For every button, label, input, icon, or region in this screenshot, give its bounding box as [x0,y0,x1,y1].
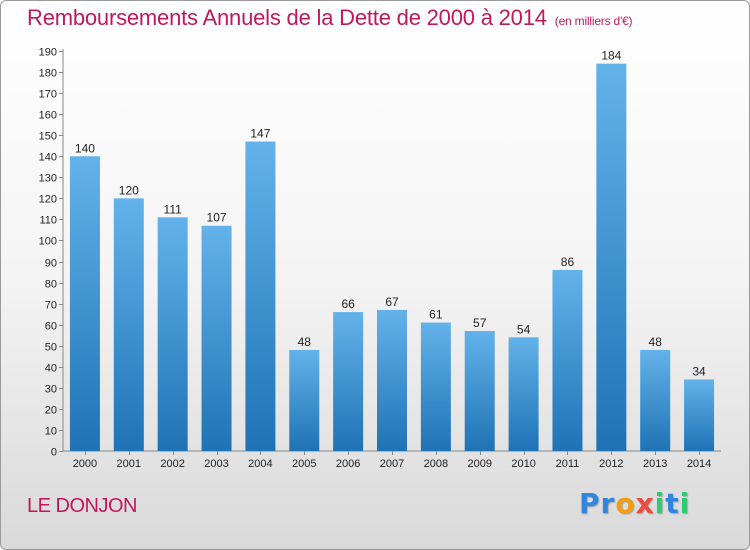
chart-subtitle: (en milliers d'€) [554,14,633,28]
y-tick-label: 100 [39,236,57,248]
bar [596,63,627,451]
logo-letter: i [679,487,691,520]
x-tick-label: 2012 [599,458,623,470]
bar [640,349,671,451]
logo-letter: i [654,487,666,520]
data-label: 120 [119,183,139,197]
bar [333,312,364,451]
y-tick-label: 80 [45,279,57,291]
bar [684,379,715,451]
data-label: 107 [207,211,227,225]
proxiti-logo: Proxiti [579,487,690,520]
data-label: 34 [692,364,706,378]
x-tick-label: 2003 [204,458,228,470]
y-tick-label: 60 [45,321,57,333]
data-label: 54 [517,322,531,336]
y-tick-label: 10 [45,426,57,438]
chart-title-text: Remboursements Annuels de la Dette de 20… [27,5,547,30]
logo-letter: t [665,487,680,520]
bar [377,309,407,451]
logo-letter: x [635,487,655,520]
x-tick-label: 2000 [73,458,97,470]
data-label: 86 [561,255,575,269]
data-label: 61 [429,308,443,322]
x-tick-label: 2013 [643,458,667,470]
bar [69,156,100,451]
data-label: 147 [250,127,270,141]
bar [289,349,320,451]
data-label: 48 [649,335,663,349]
y-tick-label: 150 [39,131,57,143]
data-label: 140 [75,141,95,155]
logo-letter: o [615,487,636,520]
x-tick-label: 2006 [336,458,360,470]
y-tick-label: 180 [39,68,57,80]
logo-letter: P [579,487,601,520]
y-tick-label: 30 [45,384,57,396]
y-tick-label: 40 [45,363,57,375]
x-tick-label: 2001 [117,458,141,470]
x-tick-label: 2010 [511,458,535,470]
data-label: 57 [473,316,487,330]
bar [245,141,276,452]
y-tick-label: 120 [39,194,57,206]
y-tick-label: 20 [45,405,57,417]
data-label: 48 [298,335,312,349]
x-tick-label: 2008 [424,458,448,470]
x-tick-label: 2002 [160,458,184,470]
logo-letter: r [600,487,616,520]
labels: 2000 140 2001 120 2002 111 2003 107 2004 147 2005 4… [73,49,712,470]
x-tick-label: 2007 [380,458,404,470]
bar [201,225,232,451]
bar [157,217,188,451]
data-label: 67 [385,295,399,309]
data-label: 66 [341,297,355,311]
data-label: 111 [164,202,183,216]
y-tick-label: 130 [39,173,57,185]
bar [464,331,495,451]
y-tick-label: 170 [39,89,57,101]
bar [552,269,583,451]
x-tick-label: 2009 [467,458,491,470]
axes: 0 10 20 30 40 50 60 70 80 90 100 110 120 130 140 150 160… [39,47,721,459]
y-tick-label: 50 [45,342,57,354]
y-tick-label: 70 [45,300,57,312]
chart-title: Remboursements Annuels de la Dette de 20… [27,5,633,31]
y-tick-label: 90 [45,258,57,270]
data-label: 184 [601,49,621,63]
bars [69,63,715,452]
bar [508,337,539,451]
y-tick-label: 160 [39,110,57,122]
x-tick-label: 2014 [687,458,711,470]
y-tick-label: 140 [39,152,57,164]
x-tick-label: 2005 [292,458,316,470]
bar [420,322,451,451]
y-tick-label: 0 [51,447,57,459]
y-tick-label: 190 [39,47,57,59]
x-tick-label: 2011 [556,458,580,470]
y-tick-label: 110 [39,215,57,227]
location-name: LE DONJON [27,495,137,517]
bar [113,198,144,451]
x-tick-label: 2004 [248,458,272,470]
